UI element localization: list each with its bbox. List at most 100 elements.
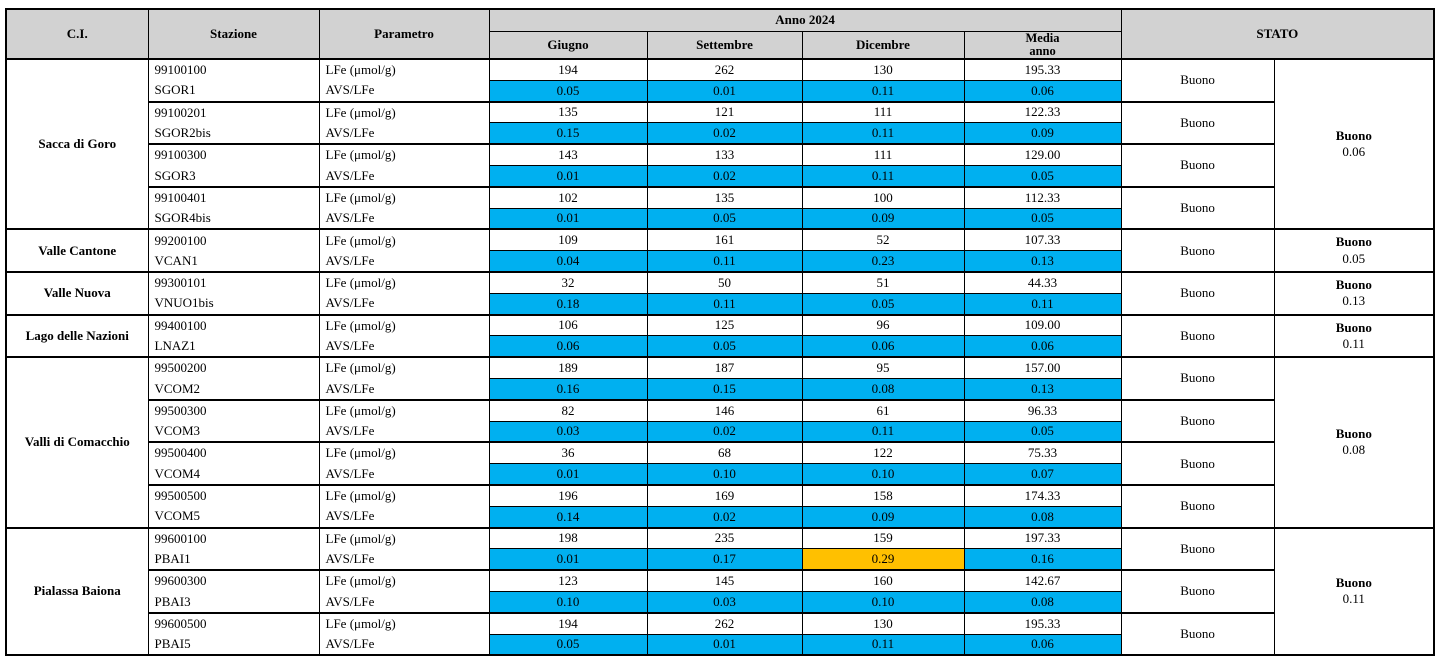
lfe-value-cell: 143 [488, 143, 648, 166]
table-body: Sacca di Goro 99100100 LFe (μmol/g) 194 262 1… [5, 57, 1436, 656]
group-stato-label: Buono [1335, 319, 1372, 335]
lfe-value-cell: 135 [488, 100, 648, 124]
avs-value-cell: 0.07 [963, 463, 1122, 486]
header-dicembre: Dicembre [801, 30, 965, 60]
parameter-avs-cell: AVS/LFe [318, 421, 490, 443]
station-row-lfe: Pialassa Baiona 99600100 LFe (μmol/g) 198 23… [5, 526, 1436, 656]
lfe-value-cell: 174.33 [963, 483, 1122, 507]
avs-value-cell: 0.10 [488, 590, 648, 614]
parameter-avs-cell: AVS/LFe [318, 80, 490, 103]
parameter-lfe-cell: LFe (μmol/g) [318, 143, 490, 166]
avs-value-cell: 0.01 [646, 79, 803, 103]
station-row-avs: LNAZ1 AVS/LFe 0.06 0.05 0.06 0.06 [6, 335, 1434, 358]
parameter-avs-cell: AVS/LFe [318, 634, 490, 656]
avs-value-cell: 0.11 [801, 420, 965, 443]
avs-value-cell: 0.11 [801, 79, 965, 103]
ci-name-cell: Valli di Comacchio [5, 356, 149, 529]
avs-value-cell: 0.09 [963, 122, 1122, 145]
avs-value-cell: 0.11 [801, 633, 965, 656]
avs-value-cell: 0.03 [488, 420, 648, 443]
parameter-avs-cell: AVS/LFe [318, 293, 490, 316]
lfe-value-cell: 130 [801, 611, 965, 635]
station-stato-cell: Buono [1120, 185, 1275, 230]
lfe-value-cell: 32 [488, 270, 648, 294]
avs-value-cell: 0.02 [646, 122, 803, 145]
avs-value-cell: 0.16 [963, 548, 1122, 571]
lfe-value-cell: 68 [646, 441, 803, 465]
avs-value-cell: 0.08 [963, 505, 1122, 529]
station-row-avs: VCOM5 AVS/LFe 0.14 0.02 0.09 0.08 [6, 505, 1434, 529]
header-media-anno: Media anno [963, 30, 1122, 60]
lfe-value-cell: 130 [801, 57, 965, 81]
lfe-value-cell: 75.33 [963, 441, 1122, 465]
parameter-lfe-cell: LFe (μmol/g) [318, 313, 490, 336]
avs-value-cell: 0.06 [963, 79, 1122, 103]
group-stato-cell: Buono 0.08 [1273, 356, 1436, 529]
parameter-lfe-cell: LFe (μmol/g) [318, 270, 490, 294]
avs-value-cell: 0.05 [963, 207, 1122, 230]
lfe-value-cell: 112.33 [963, 185, 1122, 209]
lfe-value-cell: 111 [801, 143, 965, 166]
station-code-cell: 99500500 [147, 483, 320, 507]
station-row-lfe: 99500400 LFe (μmol/g) 36 68 122 75.33 Buono [6, 441, 1434, 486]
station-stato-cell: Buono [1120, 526, 1275, 571]
lfe-value-cell: 145 [646, 569, 803, 592]
station-row-lfe: 99600300 LFe (μmol/g) 123 145 160 142.67 Buono [6, 569, 1434, 614]
group-stato-cell: Buono 0.06 [1273, 57, 1436, 230]
group-stato-value: 0.11 [1342, 591, 1365, 607]
parameter-lfe-cell: LFe (μmol/g) [318, 57, 490, 81]
lfe-value-cell: 195.33 [963, 57, 1122, 81]
lfe-value-cell: 198 [488, 526, 648, 550]
station-stato-cell: Buono [1120, 313, 1275, 358]
ci-name-cell: Pialassa Baiona [5, 526, 149, 656]
avs-value-cell: 0.01 [488, 207, 648, 230]
lfe-value-cell: 102 [488, 185, 648, 209]
lfe-value-cell: 159 [801, 526, 965, 550]
station-name-cell: SGOR4bis [147, 208, 320, 230]
station-code-cell: 99100401 [147, 185, 320, 209]
lfe-value-cell: 125 [646, 313, 803, 337]
lfe-value-cell: 158 [801, 483, 965, 507]
avs-value-cell: 0.06 [488, 335, 648, 358]
header-parametro: Parametro [318, 8, 490, 60]
station-code-cell: 99500400 [147, 441, 320, 464]
station-row-avs: SGOR3 AVS/LFe 0.01 0.02 0.11 0.05 [6, 164, 1434, 188]
group-stato-value: 0.13 [1342, 293, 1366, 309]
lfe-value-cell: 95 [801, 356, 965, 379]
parameter-avs-cell: AVS/LFe [318, 591, 490, 614]
station-name-cell: SGOR1 [147, 80, 320, 103]
station-name-cell: VCAN1 [147, 250, 320, 273]
avs-value-cell: 0.05 [488, 79, 648, 103]
lfe-value-cell: 157.00 [963, 356, 1122, 379]
station-name-cell: PBAI5 [147, 634, 320, 656]
lfe-value-cell: 96 [801, 313, 965, 337]
station-stato-cell: Buono [1120, 356, 1275, 401]
group-stato-cell: Buono 0.11 [1273, 313, 1436, 358]
station-stato-cell: Buono [1120, 58, 1275, 103]
station-code-cell: 99200100 [147, 228, 320, 251]
parameter-lfe-cell: LFe (μmol/g) [318, 356, 490, 379]
lfe-value-cell: 195.33 [963, 611, 1122, 635]
lfe-value-cell: 52 [801, 228, 965, 252]
station-row-avs: VCOM2 AVS/LFe 0.16 0.15 0.08 0.13 [6, 377, 1434, 401]
group-stato-label: Buono [1335, 127, 1372, 143]
station-row-avs: VCOM3 AVS/LFe 0.03 0.02 0.11 0.05 [6, 420, 1434, 443]
station-name-cell: VCOM3 [147, 421, 320, 443]
lfe-value-cell: 107.33 [963, 228, 1122, 252]
header-stato: STATO [1120, 8, 1435, 60]
station-row-lfe: 99500300 LFe (μmol/g) 82 146 61 96.33 Buono [6, 398, 1434, 443]
group-stato-cell: Buono 0.13 [1273, 270, 1436, 316]
station-stato-cell: Buono [1120, 143, 1275, 188]
station-code-cell: 99600100 [147, 526, 320, 549]
report-table-wrapper: C.I. Stazione Parametro Anno 2024 STATO … [5, 8, 1436, 656]
avs-value-cell: 0.15 [488, 122, 648, 145]
parameter-avs-cell: AVS/LFe [318, 506, 490, 529]
lfe-value-cell: 51 [801, 270, 965, 294]
station-name-cell: VNUO1bis [147, 293, 320, 316]
station-row-avs: VNUO1bis AVS/LFe 0.18 0.11 0.05 0.11 [6, 292, 1434, 316]
station-stato-cell: Buono [1120, 100, 1275, 145]
parameter-avs-cell: AVS/LFe [318, 378, 490, 401]
group-stato-cell: Buono 0.05 [1273, 228, 1436, 273]
station-stato-cell: Buono [1120, 398, 1275, 443]
lfe-value-cell: 262 [646, 611, 803, 635]
